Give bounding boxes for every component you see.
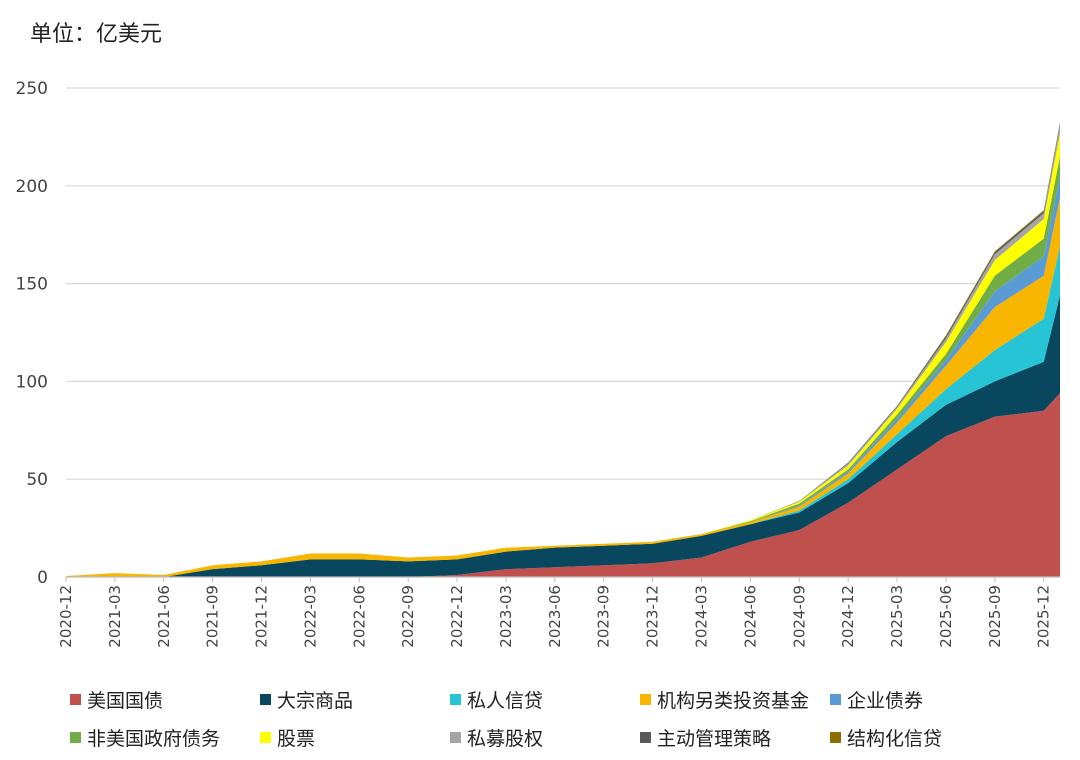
legend-swatch-icon <box>70 693 81 705</box>
x-tick-label: 2022-06 <box>350 585 368 648</box>
legend-swatch-icon <box>640 693 651 705</box>
legend-item-treasury: 美国国债 <box>70 686 260 713</box>
legend-label: 股票 <box>277 727 316 750</box>
x-tick-label: 2025-09 <box>986 585 1004 648</box>
y-tick-label: 250 <box>16 79 48 99</box>
y-tick-label: 100 <box>16 372 48 392</box>
x-tick-label: 2025-06 <box>937 585 955 648</box>
x-tick-label: 2023-06 <box>546 585 564 648</box>
legend-item-institutional-alt: 机构另类投资基金 <box>640 686 830 713</box>
legend-label: 私募股权 <box>467 727 544 750</box>
x-tick-label: 2025-12 <box>1035 585 1053 648</box>
legend-swatch-icon <box>450 693 461 705</box>
x-tick-label: 2021-06 <box>155 585 173 648</box>
legend-item-commodities: 大宗商品 <box>260 686 450 713</box>
x-tick-label: 2025-03 <box>888 585 906 648</box>
legend-swatch-icon <box>830 693 841 705</box>
legend-swatch-icon <box>260 731 271 743</box>
legend-item-private-credit: 私人信贷 <box>450 686 640 713</box>
x-tick-label: 2024-09 <box>790 585 808 648</box>
legend-swatch-icon <box>830 731 841 743</box>
series-area: 美国国债 <box>66 393 1060 577</box>
x-tick-label: 2022-12 <box>448 585 466 648</box>
legend-label: 结构化信贷 <box>847 727 943 750</box>
x-tick-label: 2024-06 <box>741 585 759 648</box>
y-tick-label: 150 <box>16 275 48 295</box>
x-tick-label: 2023-03 <box>497 585 515 648</box>
legend-label: 非美国政府债务 <box>87 727 221 750</box>
x-tick-label: 2020-12 <box>57 585 75 648</box>
x-tick-label: 2021-09 <box>204 585 222 648</box>
legend-label: 美国国债 <box>87 689 164 712</box>
legend-item-active-strategies: 主动管理策略 <box>640 724 830 751</box>
legend-row-1: 美国国债 大宗商品 私人信贷 机构另类投资基金 企业债券 <box>70 680 1070 718</box>
chart-legend: 美国国债 大宗商品 私人信贷 机构另类投资基金 企业债券 非美国政府债务 股票 <box>70 680 1070 756</box>
legend-label: 私人信贷 <box>467 689 544 712</box>
y-tick-label: 50 <box>26 470 48 490</box>
legend-label: 主动管理策略 <box>657 727 772 750</box>
legend-swatch-icon <box>640 731 651 743</box>
x-tick-label: 2022-03 <box>301 585 319 648</box>
stacked-area-chart: 050100150200250美国国债大宗商品私人信贷机构另类投资基金企业债券非… <box>16 79 1060 648</box>
legend-swatch-icon <box>450 731 461 743</box>
x-tick-label: 2023-09 <box>595 585 613 648</box>
legend-row-2: 非美国政府债务 股票 私募股权 主动管理策略 结构化信贷 <box>70 718 1070 756</box>
x-tick-label: 2024-12 <box>839 585 857 648</box>
x-tick-label: 2021-12 <box>253 585 271 648</box>
legend-item-non-us-govt-debt: 非美国政府债务 <box>70 724 260 751</box>
y-tick-label: 200 <box>16 177 48 197</box>
unit-label: 单位：亿美元 <box>30 22 163 47</box>
legend-label: 大宗商品 <box>277 689 354 712</box>
legend-item-corporate-bonds: 企业债券 <box>830 686 980 713</box>
legend-swatch-icon <box>260 693 271 705</box>
x-tick-label: 2021-03 <box>106 585 124 648</box>
legend-item-structured-credit: 结构化信贷 <box>830 724 980 751</box>
y-tick-label: 0 <box>37 568 48 588</box>
legend-label: 企业债券 <box>847 689 924 712</box>
legend-swatch-icon <box>70 731 81 743</box>
legend-item-equities: 股票 <box>260 724 450 751</box>
legend-item-private-equity: 私募股权 <box>450 724 640 751</box>
legend-label: 机构另类投资基金 <box>657 689 810 712</box>
x-tick-label: 2024-03 <box>693 585 711 648</box>
series-area: 大宗商品 <box>66 295 1060 577</box>
x-tick-label: 2022-09 <box>399 585 417 648</box>
x-tick-label: 2023-12 <box>644 585 662 648</box>
